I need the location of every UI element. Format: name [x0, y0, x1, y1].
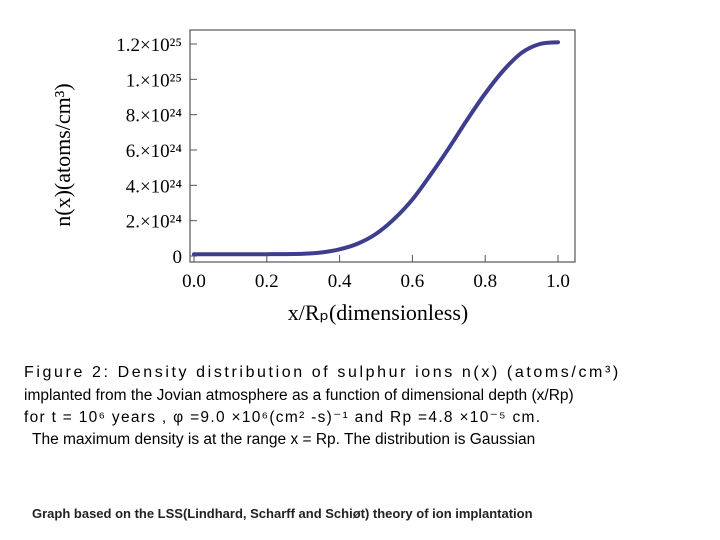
- y-tick-label: 1.×10²⁵: [126, 70, 182, 91]
- x-tick-label: 0.2: [255, 271, 279, 292]
- figure-caption-line-2: implanted from the Jovian atmosphere as …: [24, 387, 574, 404]
- x-tick-label: 0.4: [328, 271, 352, 292]
- x-tick-label: 1.0: [546, 271, 570, 292]
- x-axis-ticks: 0.0 0.2 0.4 0.6 0.8 1.0: [182, 255, 570, 292]
- density-curve: [192, 40, 560, 257]
- y-tick-label: 1.2×10²⁵: [116, 35, 182, 56]
- y-axis-ticks: 0 2.×10²⁴ 4.×10²⁴ 6.×10²⁴ 8.×10²⁴ 1.×10²⁵ 1.2×…: [116, 35, 197, 268]
- x-tick-label: 0.6: [401, 271, 425, 292]
- figure-caption-line-3: for t = 10⁶ years , φ =9.0 ×10⁶(cm² -s)⁻…: [24, 409, 542, 426]
- figure-caption-line-4: The maximum density is at the range x = …: [32, 431, 536, 448]
- x-axis-label: x/Rₚ(dimensionless): [288, 300, 469, 325]
- x-tick-label: 0.0: [182, 271, 206, 292]
- y-tick-label: 2.×10²⁴: [126, 212, 183, 233]
- density-chart: 0 2.×10²⁴ 4.×10²⁴ 6.×10²⁴ 8.×10²⁴ 1.×10²⁵ 1.2×…: [50, 29, 576, 325]
- x-tick-label: 0.8: [473, 271, 497, 292]
- y-tick-label: 4.×10²⁴: [126, 176, 183, 197]
- footnote: Graph based on the LSS(Lindhard, Scharff…: [32, 506, 533, 521]
- plot-frame: [189, 29, 576, 263]
- plot-border: [189, 29, 576, 263]
- y-axis-label: n(x)(atoms/cm³): [50, 83, 75, 226]
- figure-caption-line-1: Figure 2: Density distribution of sulphu…: [24, 364, 621, 381]
- y-tick-label: 6.×10²⁴: [126, 141, 183, 162]
- y-tick-label: 0: [173, 247, 183, 268]
- y-tick-label: 8.×10²⁴: [126, 106, 183, 127]
